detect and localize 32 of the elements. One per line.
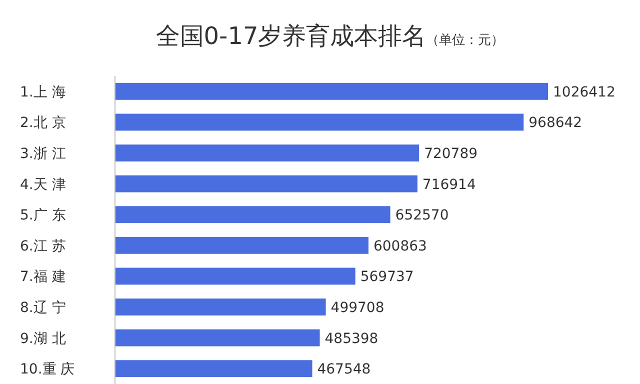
data-label: 716914 [422, 176, 476, 193]
y-tick-label: 10.重 庆 [20, 362, 75, 378]
data-label: 652570 [395, 208, 449, 224]
y-tick-label: 9.湖 北 [20, 330, 66, 347]
y-tick-label: 4.天 津 [20, 176, 66, 193]
bar [115, 360, 312, 378]
chart-title: 全国0-17岁养育成本排名 [156, 22, 426, 50]
data-label: 968642 [528, 115, 582, 132]
y-tick-label: 7.福 建 [20, 269, 66, 286]
data-label: 569737 [360, 269, 414, 286]
bar [115, 144, 420, 162]
y-tick-label: 8.辽 宁 [20, 300, 66, 316]
bar [115, 206, 390, 224]
data-label: 600863 [373, 238, 427, 254]
y-tick-label: 5.广 东 [20, 208, 66, 224]
chart-subtitle: （单位：元） [426, 33, 504, 48]
bar [115, 82, 548, 100]
data-label: 720789 [424, 146, 478, 162]
y-tick-label: 1.上 海 [20, 84, 66, 100]
bar [115, 175, 418, 192]
bar [115, 268, 356, 285]
bar [115, 329, 320, 346]
data-label: 1026412 [553, 84, 616, 100]
bar [115, 114, 524, 131]
y-tick-label: 3.浙 江 [20, 146, 66, 162]
data-label: 467548 [317, 362, 371, 378]
y-tick-label: 6.江 苏 [20, 238, 66, 254]
y-tick-label: 2.北 京 [20, 115, 66, 132]
data-label: 485398 [324, 330, 378, 347]
data-label: 499708 [330, 300, 384, 316]
bar [115, 298, 326, 316]
bar [115, 236, 368, 254]
